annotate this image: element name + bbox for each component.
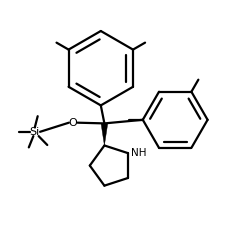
Text: NH: NH <box>131 148 146 158</box>
Polygon shape <box>101 123 108 145</box>
Text: O: O <box>69 118 78 128</box>
Text: Si: Si <box>30 127 40 137</box>
